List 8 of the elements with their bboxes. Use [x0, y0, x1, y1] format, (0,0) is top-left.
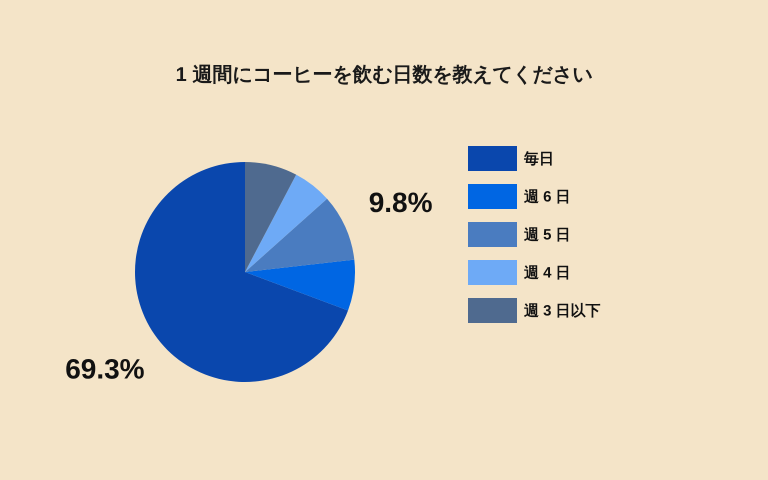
legend-label: 週 4 日 — [523, 264, 571, 282]
legend-label: 週 3 日以下 — [523, 302, 601, 320]
data-label: 69.3% — [65, 354, 145, 385]
legend-label: 週 6 日 — [523, 188, 571, 206]
legend-label: 毎日 — [523, 150, 554, 168]
legend-label: 週 5 日 — [523, 226, 571, 244]
data-label: 9.8% — [368, 186, 433, 218]
chart-title: 1 週間にコーヒーを飲む日数を教えてください — [176, 64, 592, 86]
